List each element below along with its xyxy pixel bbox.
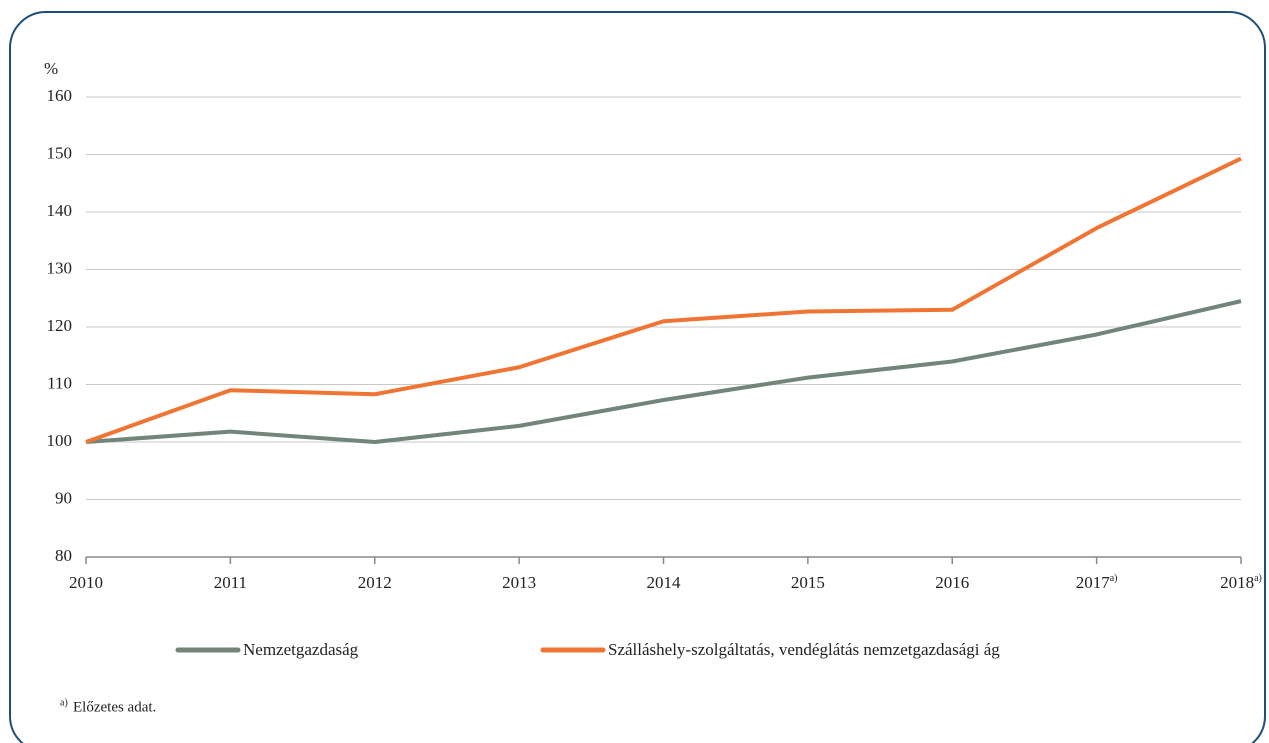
y-tick-label: 90 [55,488,72,507]
x-tick-text: 2016 [935,573,969,592]
x-tick-label: 2017a) [1076,573,1118,592]
y-tick-label: 140 [47,201,73,220]
x-tick-label: 2016 [935,573,969,592]
y-unit: % [44,59,58,78]
x-tick-text: 2011 [214,573,247,592]
footnote-marker: a) [60,697,68,708]
x-tick-text: 2015 [791,573,825,592]
y-tick-label: 110 [47,373,72,392]
x-tick-label: 2013 [502,573,536,592]
footnote-text: Előzetes adat. [73,699,156,715]
x-tick-text: 2012 [358,573,392,592]
x-tick-label: 2012 [358,573,392,592]
frame [9,11,1266,743]
x-tick-footnote: a) [1110,573,1118,584]
x-tick-footnote: a) [1254,573,1262,584]
legend-label: Nemzetgazdaság [243,640,359,659]
x-tick-label: 2010 [69,573,103,592]
x-tick-label: 2011 [214,573,247,592]
x-tick-label: 2015 [791,573,825,592]
y-tick-label: 120 [47,316,73,335]
y-tick-label: 100 [47,431,73,450]
series-line [85,299,1242,444]
series-line [85,156,1242,444]
x-tick-label: 2018a) [1220,573,1262,592]
x-tick-text: 2013 [502,573,536,592]
x-tick-text: 2010 [69,573,103,592]
x-tick-text: 2018 [1220,573,1254,592]
x-tick-text: 2014 [647,573,682,592]
x-tick-label: 2014 [647,573,682,592]
y-tick-label: 150 [47,143,73,162]
y-tick-label: 130 [47,258,73,277]
y-tick-label: 160 [47,86,73,105]
x-tick-text: 2017 [1076,573,1111,592]
legend-label: Szálláshely-szolgáltatás, vendéglátás ne… [608,640,1000,659]
y-tick-label: 80 [55,546,72,565]
